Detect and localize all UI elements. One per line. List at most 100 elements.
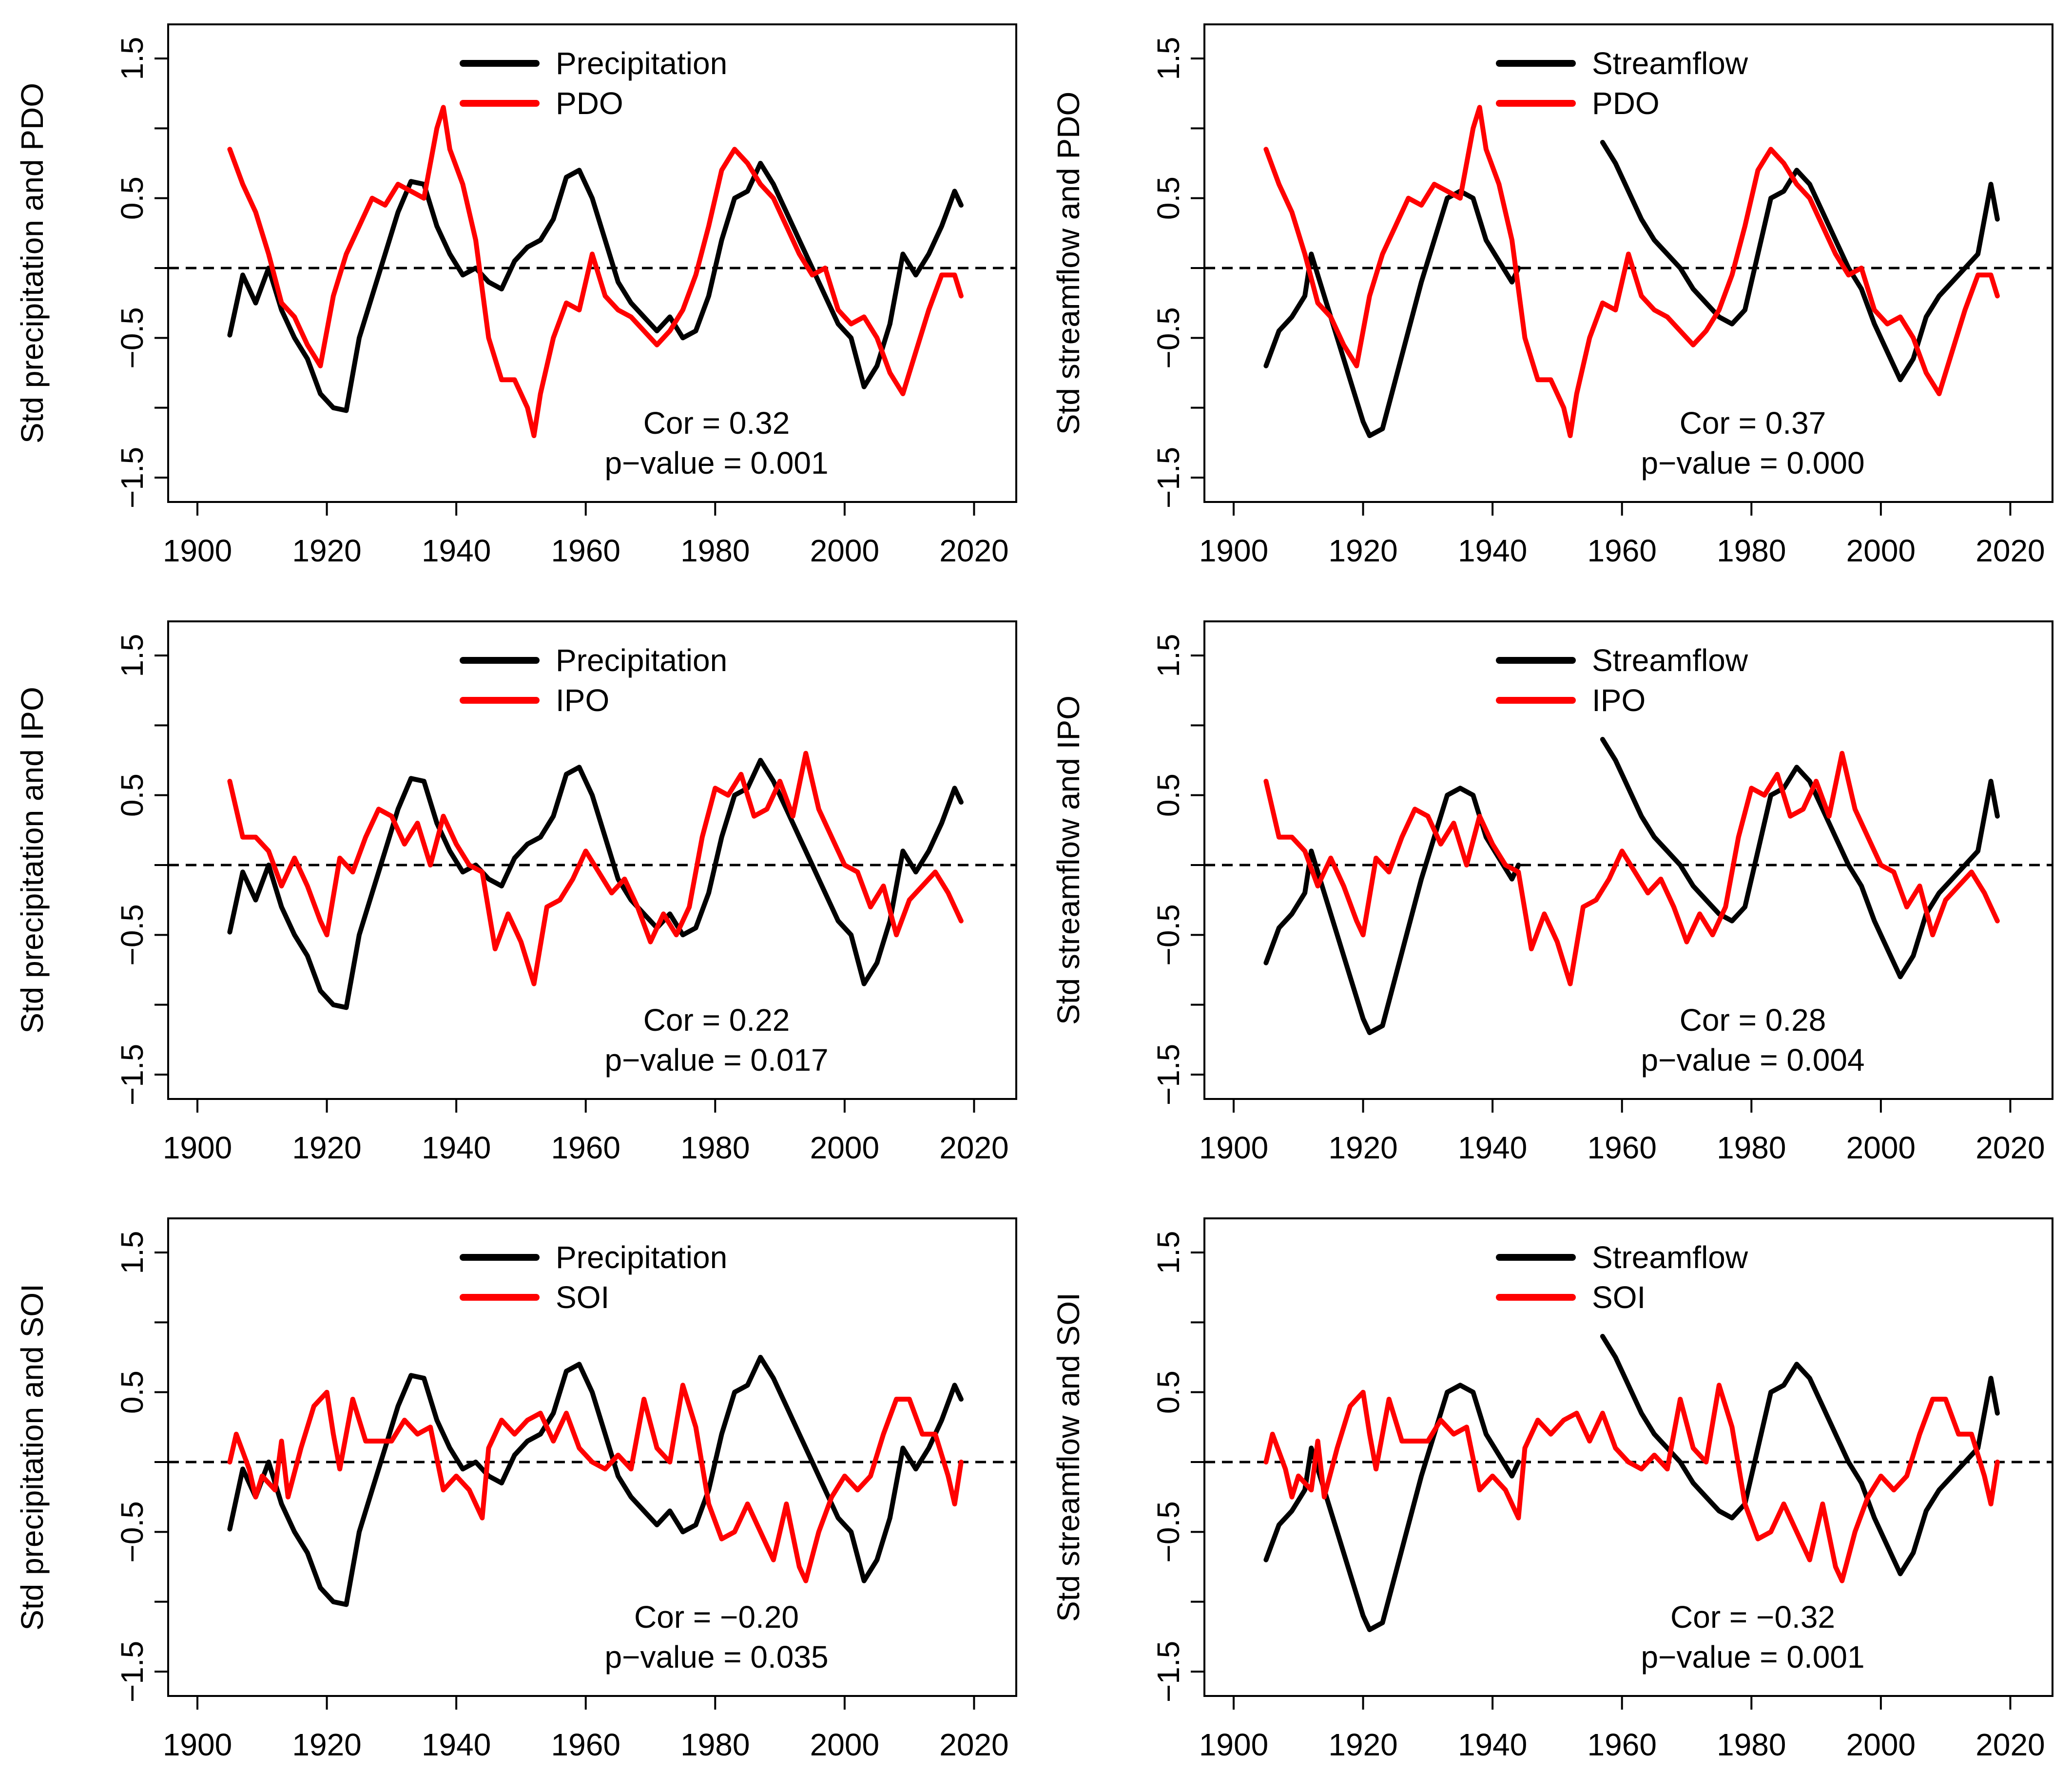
correlation-label: Cor = −0.20 (634, 1599, 799, 1635)
y-axis-label: Std precipitation and SOI (15, 1284, 50, 1631)
x-tick-label: 1920 (1328, 533, 1397, 568)
x-tick-label: 2000 (810, 1727, 879, 1762)
chart-panel-precip-ipo: 1900 1920 1940 1960 1980 2000 2020 −1.5 −0.5 0.5 1… (15, 620, 1017, 1165)
x-tick-label: 2000 (1846, 533, 1916, 568)
chart-panel-precip-pdo: 1900 1920 1940 1960 1980 2000 2020 −1.5 −0.5 0.5 1… (15, 23, 1017, 568)
series-line-pdo (1263, 105, 2000, 438)
x-tick-label: 1920 (1328, 1727, 1397, 1762)
x-tick-label: 1980 (680, 1727, 750, 1762)
y-axis-label: Std streamflow and PDO (1051, 92, 1086, 435)
x-tick-label: 1960 (1588, 1130, 1657, 1165)
p-value-label: p−value = 0.004 (1641, 1042, 1864, 1078)
y-tick-label: 0.5 (1151, 773, 1186, 817)
x-tick-label: 1920 (292, 1727, 361, 1762)
series-line-ipo (1263, 751, 2000, 986)
y-axis-label: Std streamflow and SOI (1051, 1292, 1086, 1622)
x-tick-label: 1900 (1199, 533, 1268, 568)
y-tick-label: 0.5 (1151, 176, 1186, 220)
series-line-streamflow (1600, 140, 2000, 383)
plot-frame (1203, 1217, 2053, 1697)
x-tick-label: 1900 (163, 1130, 232, 1165)
correlation-label: Cor = −0.32 (1670, 1599, 1835, 1635)
y-axis-label: Std streamflow and IPO (1051, 695, 1086, 1025)
x-tick-label: 1940 (422, 1130, 491, 1165)
x-tick-label: 1940 (422, 533, 491, 568)
x-tick-label: 1980 (680, 533, 750, 568)
x-tick-label: 1960 (551, 1727, 620, 1762)
series-line-precipitation (227, 758, 964, 1010)
x-tick-label: 1940 (1458, 1130, 1527, 1165)
x-tick-label: 2020 (1975, 1727, 2045, 1762)
y-tick-label: −0.5 (1151, 1501, 1186, 1562)
y-tick-label: 0.5 (1151, 1370, 1186, 1414)
x-tick-label: 2000 (810, 1130, 879, 1165)
x-tick-label: 1900 (163, 1727, 232, 1762)
y-tick-label: 1.5 (115, 1231, 150, 1274)
series-line-soi (1263, 1383, 2000, 1583)
plot-frame (167, 23, 1017, 503)
x-tick-label: 1960 (1588, 533, 1657, 568)
x-tick-label: 1960 (551, 533, 620, 568)
y-tick-label: −1.5 (1151, 1641, 1186, 1702)
x-tick-label: 1900 (1199, 1130, 1268, 1165)
x-tick-label: 2000 (810, 533, 879, 568)
x-tick-label: 2000 (1846, 1130, 1916, 1165)
series-line-streamflow (1263, 1383, 1521, 1632)
x-tick-label: 2020 (939, 1130, 1008, 1165)
p-value-label: p−value = 0.001 (1641, 1639, 1864, 1675)
y-tick-label: 1.5 (115, 37, 150, 80)
x-tick-label: 1940 (1458, 533, 1527, 568)
y-tick-label: 1.5 (1151, 37, 1186, 80)
legend-label: IPO (556, 683, 609, 718)
x-tick-label: 1960 (1588, 1727, 1657, 1762)
y-tick-label: −1.5 (1151, 447, 1186, 508)
y-tick-label: −1.5 (1151, 1044, 1186, 1105)
y-axis-label: Std precipitation and IPO (15, 687, 50, 1034)
legend-label: Streamflow (1592, 1240, 1748, 1275)
series-line-pdo (227, 105, 964, 438)
x-tick-label: 1980 (1717, 1727, 1786, 1762)
x-tick-label: 2020 (939, 533, 1008, 568)
y-tick-label: −0.5 (1151, 904, 1186, 965)
legend-label: IPO (1592, 683, 1646, 718)
y-tick-label: −0.5 (115, 307, 150, 368)
legend-label: Streamflow (1592, 643, 1748, 678)
chart-panel-precip-soi: 1900 1920 1940 1960 1980 2000 2020 −1.5 −0.5 0.5 1… (15, 1217, 1017, 1762)
p-value-label: p−value = 0.035 (604, 1639, 828, 1675)
plot-frame (167, 620, 1017, 1100)
correlation-label: Cor = 0.28 (1680, 1002, 1826, 1038)
series-line-soi (227, 1383, 964, 1583)
legend-label: SOI (1592, 1280, 1646, 1315)
x-tick-label: 2020 (939, 1727, 1008, 1762)
plot-frame (167, 1217, 1017, 1697)
series-line-streamflow (1600, 737, 2000, 980)
correlation-label: Cor = 0.22 (643, 1002, 790, 1038)
series-line-precipitation (227, 161, 964, 413)
y-axis-label: Std precipitation and PDO (15, 83, 50, 443)
chart-panel-streamflow-pdo: 1900 1920 1940 1960 1980 2000 2020 −1.5 −0.5 0.5 1… (1051, 23, 2053, 568)
legend-label: Precipitation (556, 643, 727, 678)
p-value-label: p−value = 0.000 (1641, 445, 1864, 481)
x-tick-label: 1960 (551, 1130, 620, 1165)
chart-panel-streamflow-ipo: 1900 1920 1940 1960 1980 2000 2020 −1.5 −0.5 0.5 1… (1051, 620, 2053, 1165)
series-line-precipitation (227, 1355, 964, 1607)
x-tick-label: 1940 (1458, 1727, 1527, 1762)
x-tick-label: 1980 (680, 1130, 750, 1165)
series-line-streamflow (1263, 786, 1521, 1035)
y-tick-label: −0.5 (1151, 307, 1186, 368)
y-tick-label: 1.5 (115, 634, 150, 677)
legend-label: Precipitation (556, 46, 727, 81)
y-tick-label: −1.5 (115, 1044, 150, 1105)
y-tick-label: 0.5 (115, 1370, 150, 1414)
y-tick-label: −0.5 (115, 904, 150, 965)
y-tick-label: −0.5 (115, 1501, 150, 1562)
plot-frame (1203, 620, 2053, 1100)
legend-label: Streamflow (1592, 46, 1748, 81)
x-tick-label: 2000 (1846, 1727, 1916, 1762)
x-tick-label: 1980 (1717, 1130, 1786, 1165)
y-tick-label: 1.5 (1151, 1231, 1186, 1274)
x-tick-label: 2020 (1975, 1130, 2045, 1165)
x-tick-label: 1900 (163, 533, 232, 568)
x-tick-label: 1900 (1199, 1727, 1268, 1762)
x-tick-label: 2020 (1975, 533, 2045, 568)
